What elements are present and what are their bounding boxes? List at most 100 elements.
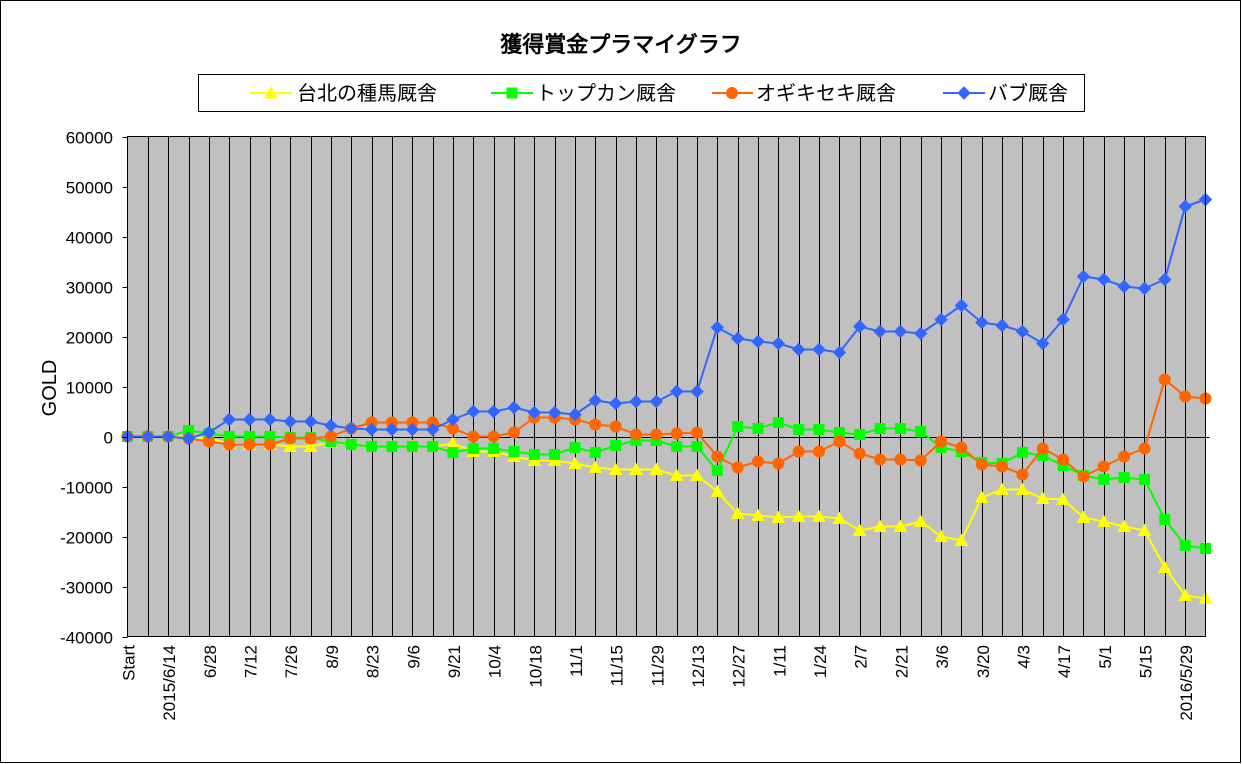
y-axis: 60000 50000 40000 30000 20000 10000 0 -10000 -20… (60, 129, 128, 648)
legend-marker (264, 85, 278, 99)
data-point (467, 430, 480, 443)
data-point (1179, 540, 1191, 551)
data-point (467, 443, 479, 454)
data-point (813, 424, 825, 435)
data-point (935, 435, 948, 448)
data-point (812, 509, 826, 522)
data-point (1158, 272, 1172, 287)
data-point (589, 418, 602, 431)
data-point (670, 427, 683, 440)
data-point (1016, 447, 1028, 458)
data-point (223, 438, 236, 451)
data-point (181, 431, 196, 446)
data-point (283, 439, 298, 452)
legend-item: オギキセキ厩舎 (712, 82, 896, 105)
data-point (629, 394, 643, 409)
data-point (466, 404, 481, 419)
data-point (974, 490, 989, 503)
data-point (772, 417, 784, 428)
data-point (427, 441, 439, 452)
data-point (425, 422, 440, 437)
data-point (771, 510, 786, 523)
legend-marker (726, 87, 738, 99)
data-point (549, 449, 561, 460)
plot-area (120, 136, 1213, 637)
data-point (304, 432, 317, 445)
data-point (1178, 199, 1192, 214)
data-point (527, 405, 542, 420)
data-point (874, 453, 887, 466)
data-point (488, 443, 500, 454)
data-point (629, 462, 643, 475)
legend-item: 台北の種馬厩舎 (250, 82, 437, 105)
data-point (609, 420, 622, 433)
data-point (813, 445, 825, 458)
data-point (874, 423, 886, 434)
data-point (508, 446, 520, 457)
data-point (1178, 588, 1193, 601)
data-point (508, 426, 520, 439)
data-point (690, 468, 704, 481)
data-point (649, 462, 664, 475)
x-tick-label: 11/1 (567, 645, 586, 677)
legend-marker (506, 87, 518, 99)
x-tick-label: 4/3 (1014, 645, 1033, 669)
x-tick-label: 12/13 (689, 645, 708, 688)
data-point (344, 421, 358, 436)
legend-label: 台北の種馬厩舎 (297, 82, 437, 105)
data-point (568, 456, 582, 469)
data-point (771, 336, 786, 351)
data-point (1158, 373, 1171, 386)
data-point (691, 426, 703, 439)
data-point (1118, 472, 1130, 483)
data-point (1096, 514, 1111, 527)
data-point (752, 423, 764, 434)
data-point (547, 405, 562, 420)
x-tick-label: 7/26 (282, 645, 301, 678)
data-point (1056, 492, 1070, 505)
data-point (833, 435, 846, 448)
data-point (507, 400, 521, 415)
y-tick-label: 40000 (66, 229, 113, 248)
data-point (528, 449, 540, 460)
data-point (995, 318, 1009, 333)
x-tick-label: 4/17 (1055, 645, 1074, 678)
x-tick-label: 5/15 (1136, 645, 1155, 678)
x-tick-label: 9/21 (445, 645, 464, 678)
data-point (915, 426, 927, 437)
x-tick-label: 3/6 (933, 645, 952, 669)
x-tick-label: 11/29 (648, 645, 667, 686)
data-point (792, 445, 805, 458)
data-point (364, 422, 379, 437)
data-point (324, 418, 338, 433)
y-tick-label: 60000 (66, 129, 113, 148)
data-point (486, 404, 501, 419)
x-tick-label: 5/1 (1096, 645, 1115, 669)
data-point (1076, 269, 1091, 284)
data-point (1117, 279, 1131, 294)
data-point (284, 432, 297, 445)
data-point (812, 342, 826, 357)
data-point (1157, 560, 1172, 573)
x-tick-label: 10/4 (486, 645, 505, 678)
data-point (386, 441, 398, 452)
series-circle (121, 373, 1212, 483)
data-point (1015, 324, 1030, 339)
data-point (975, 458, 988, 471)
data-point (263, 412, 277, 427)
x-tick-label: 2015/6/14 (160, 645, 179, 721)
data-point (894, 453, 907, 466)
legend-label: トップカン厩舎 (536, 82, 676, 105)
data-point (853, 447, 866, 460)
data-point (1137, 523, 1152, 536)
data-point (894, 423, 906, 434)
data-point (589, 447, 601, 458)
data-point (1097, 272, 1111, 287)
plot-background (127, 136, 1206, 637)
data-point (954, 533, 969, 546)
data-point (711, 465, 723, 476)
data-point (405, 422, 420, 437)
data-point (669, 384, 684, 399)
data-point (1139, 474, 1150, 485)
